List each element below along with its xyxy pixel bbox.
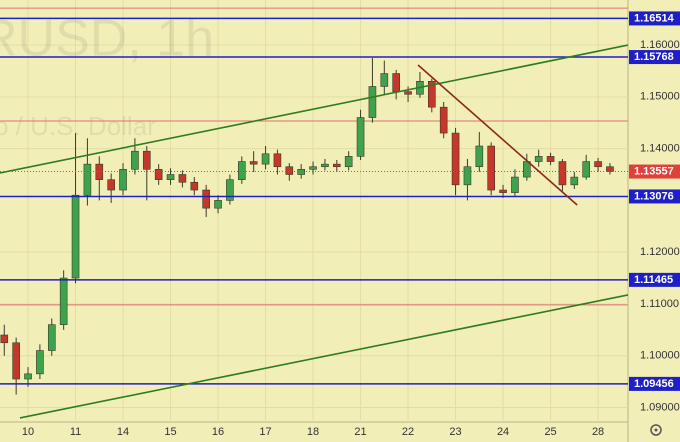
candle-body (534, 156, 543, 162)
candle-body (582, 161, 590, 178)
y-tick-label: 1.10000 (640, 350, 680, 362)
candle-body (309, 166, 317, 170)
candle-body (511, 176, 519, 193)
candle-body (12, 342, 20, 380)
candle-body (261, 153, 270, 165)
y-tick-label: 1.09000 (640, 401, 680, 413)
watermark-subtitle: o / U.S. Dollar (0, 111, 156, 141)
x-tick-label: 14 (117, 426, 129, 438)
x-tick-label: 16 (212, 426, 224, 438)
candle-body (154, 169, 163, 180)
candle-body (119, 169, 127, 191)
candle-body (546, 156, 555, 162)
candle-body (202, 189, 210, 209)
x-tick-label: 11 (70, 426, 81, 438)
level-label-box (629, 272, 680, 287)
candle-body (463, 166, 472, 186)
level-label-box (629, 50, 680, 65)
candle-body (107, 179, 115, 191)
candle-body (24, 373, 32, 380)
x-tick-label: 15 (164, 426, 176, 438)
candle-body (59, 277, 68, 325)
candle-body (356, 117, 365, 157)
candle-body (190, 181, 199, 191)
level-label: 1.15768 (634, 51, 674, 63)
current-price-box (629, 164, 680, 179)
candle-body (226, 179, 234, 201)
candle-body (428, 80, 436, 108)
trend-line (19, 294, 629, 419)
candle-body (380, 73, 389, 87)
candle-body (475, 145, 484, 168)
level-label-box (629, 11, 680, 26)
level-label: 1.09456 (634, 378, 674, 390)
watermark: RUSD, 1h (0, 10, 214, 68)
candle-body (594, 161, 602, 168)
x-tick-label: 28 (592, 426, 604, 438)
level-label-box (629, 189, 680, 204)
candle-body (131, 150, 139, 170)
candle-body (499, 189, 507, 193)
level-label: 1.11465 (634, 274, 673, 286)
candle-body (570, 176, 579, 186)
candle-body (451, 132, 460, 186)
x-tick-label: 10 (22, 426, 34, 438)
candle-body (558, 161, 567, 186)
level-label: 1.13076 (634, 190, 674, 202)
candle-body (333, 163, 341, 168)
candle-body (142, 150, 151, 170)
level-label: 1.16514 (634, 12, 675, 24)
candle-body (83, 163, 92, 196)
x-tick-label: 23 (449, 426, 461, 438)
candle-body (36, 350, 44, 375)
candle-body (166, 174, 175, 180)
settings-icon[interactable] (650, 424, 662, 436)
x-tick-label: 24 (497, 426, 509, 438)
candle-body (249, 161, 258, 165)
x-tick-label: 25 (544, 426, 556, 438)
candle-body (439, 106, 448, 134)
y-tick-label: 1.15000 (640, 91, 680, 103)
y-tick-label: 1.12000 (640, 246, 680, 258)
candle-body (606, 166, 614, 172)
x-tick-label: 17 (259, 426, 271, 438)
x-tick-label: 18 (307, 426, 319, 438)
current-price-label: 1.13557 (634, 165, 674, 177)
candle-body (0, 334, 9, 344)
candle-body (273, 153, 282, 168)
candle-body (214, 200, 222, 209)
trend-line (0, 44, 629, 174)
x-tick-label: 21 (354, 426, 366, 438)
candle-body (321, 163, 329, 168)
y-tick-label: 1.14000 (640, 143, 680, 155)
candle-body (178, 174, 187, 183)
candle-body (237, 161, 246, 180)
candle-body (344, 156, 353, 168)
candle-body (487, 145, 495, 191)
x-tick-label: 22 (402, 426, 414, 438)
y-tick-label: 1.11000 (640, 298, 679, 310)
candle-body (392, 73, 400, 92)
candle-body (47, 324, 56, 351)
y-tick-label: 1.16000 (640, 39, 680, 51)
candle-body (285, 166, 294, 175)
candle-body (404, 91, 412, 95)
candle-body (368, 86, 377, 118)
candle-body (71, 194, 80, 279)
level-label-box (629, 376, 680, 391)
trend-line (417, 64, 578, 206)
